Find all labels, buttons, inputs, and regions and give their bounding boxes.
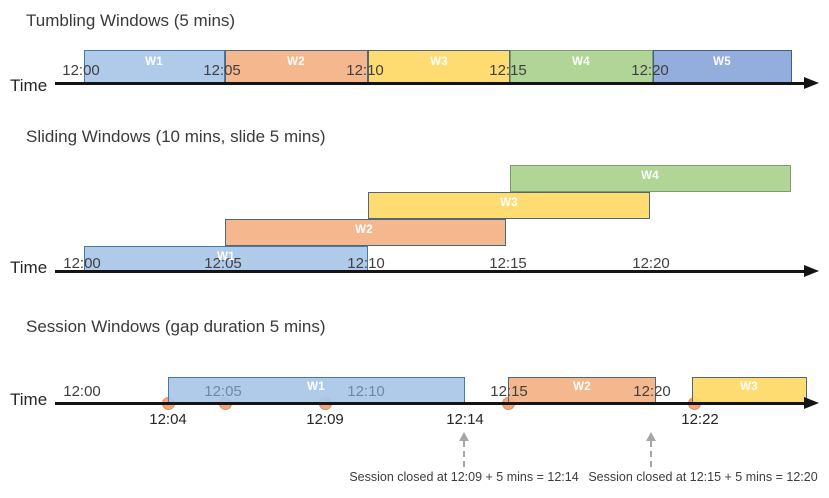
- time-tick-label: 12:20: [631, 62, 669, 79]
- session-window-w3: [692, 377, 807, 404]
- tumbling-window-label: W1: [145, 56, 163, 68]
- session-section-title: Session Windows (gap duration 5 mins): [26, 317, 326, 336]
- time-tick-label: 12:05: [204, 383, 242, 400]
- event-time-label: 12:14: [446, 411, 484, 428]
- time-tick-label: 12:10: [346, 62, 384, 79]
- sliding-section-title: Sliding Windows (10 mins, slide 5 mins): [26, 127, 326, 146]
- time-tick-label: 12:00: [62, 62, 100, 79]
- tumbling-window-w1: [84, 50, 225, 84]
- tumbling-window-label: W2: [287, 56, 305, 68]
- tumbling-window-label: W3: [430, 56, 448, 68]
- session-close-annotation: Session closed at 12:09 + 5 mins = 12:14: [349, 470, 579, 484]
- sliding-window-w4: [510, 165, 791, 192]
- tumbling-section-title: Tumbling Windows (5 mins): [26, 11, 236, 30]
- sliding-window-w3: [368, 192, 650, 219]
- tumbling-window-label: W5: [713, 56, 731, 68]
- time-axis-label: Time: [10, 390, 48, 409]
- time-axis-line: [55, 82, 805, 85]
- event-time-label: 12:04: [149, 411, 187, 428]
- sliding-window-label: W2: [355, 224, 373, 236]
- sliding-window-w2: [225, 219, 506, 246]
- time-tick-label: 12:15: [489, 255, 527, 272]
- time-axis-arrow-icon: [804, 265, 819, 277]
- time-tick-label: 12:15: [490, 383, 528, 400]
- time-axis-line: [55, 270, 805, 273]
- event-time-label: 12:22: [681, 411, 719, 428]
- session-window-label: W3: [740, 381, 758, 393]
- session-close-arrow-line: [463, 441, 465, 467]
- sliding-window-label: W1: [217, 251, 235, 263]
- tumbling-window-w4: [510, 50, 653, 84]
- session-window-label: W1: [307, 381, 325, 393]
- time-axis-label: Time: [10, 258, 48, 277]
- time-tick-label: 12:20: [633, 383, 671, 400]
- session-close-arrow-icon: [459, 432, 469, 441]
- time-axis-line: [55, 402, 805, 405]
- time-axis-arrow-icon: [804, 77, 819, 89]
- session-window-label: W2: [573, 381, 591, 393]
- time-axis-arrow-icon: [804, 397, 819, 409]
- time-tick-label: 12:05: [204, 255, 242, 272]
- time-tick-label: 12:20: [632, 255, 670, 272]
- time-tick-label: 12:10: [347, 383, 385, 400]
- session-close-annotation: Session closed at 12:15 + 5 mins = 12:20: [588, 470, 818, 484]
- session-close-arrow-icon: [646, 432, 656, 441]
- sliding-window-label: W4: [641, 170, 659, 182]
- time-tick-label: 12:00: [63, 255, 101, 272]
- time-tick-label: 12:05: [203, 62, 241, 79]
- sliding-window-w1: [84, 246, 368, 273]
- time-axis-label: Time: [10, 76, 48, 95]
- time-tick-label: 12:15: [489, 62, 527, 79]
- tumbling-window-label: W4: [572, 56, 590, 68]
- time-tick-label: 12:00: [63, 383, 101, 400]
- event-time-label: 12:09: [306, 411, 344, 428]
- time-tick-label: 12:10: [347, 255, 385, 272]
- session-window-w2: [508, 377, 656, 404]
- tumbling-window-w2: [225, 50, 368, 84]
- sliding-window-label: W3: [500, 197, 518, 209]
- session-close-arrow-line: [650, 441, 652, 467]
